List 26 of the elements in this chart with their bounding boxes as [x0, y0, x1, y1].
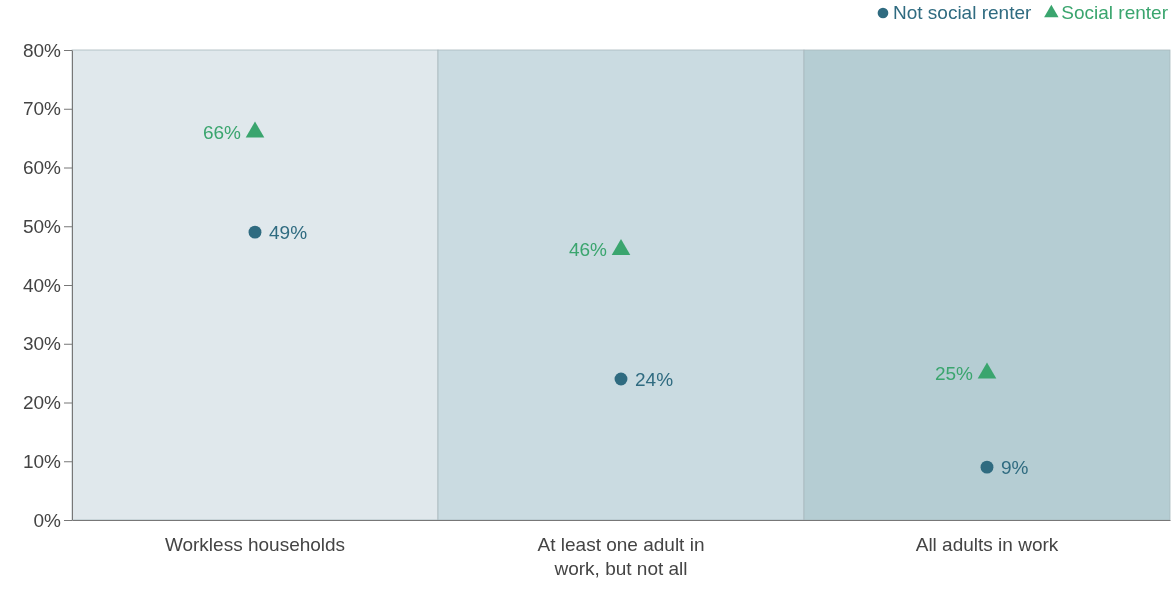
legend-label: Not social renter	[892, 2, 1032, 23]
data-label: 9%	[1001, 456, 1029, 478]
y-tick-label: 70%	[22, 98, 62, 120]
point	[980, 460, 994, 474]
y-tick-label: 40%	[22, 274, 62, 296]
data-label: 46%	[568, 239, 608, 261]
y-tick-label: 60%	[22, 157, 62, 179]
legend-label: Social renter	[1061, 2, 1169, 23]
y-tick-label: 50%	[22, 215, 62, 237]
point	[977, 362, 997, 379]
y-tick-label: 30%	[22, 333, 62, 355]
y-tick-label: 10%	[22, 450, 62, 472]
point	[248, 225, 262, 239]
point	[614, 372, 628, 386]
x-tick-label: All adults in work	[915, 534, 1059, 556]
x-tick-label: Workless households	[164, 534, 346, 556]
data-label: 24%	[635, 368, 674, 390]
data-label: 25%	[934, 362, 974, 384]
point	[245, 121, 265, 138]
y-tick-label: 80%	[22, 39, 62, 61]
data-label: 49%	[269, 221, 308, 243]
data-label: 66%	[202, 121, 242, 143]
y-tick-label: 20%	[22, 392, 62, 414]
y-tick-label: 0%	[33, 509, 62, 531]
x-tick-label: At least one adult in work, but not all	[537, 534, 705, 580]
point	[611, 239, 631, 256]
